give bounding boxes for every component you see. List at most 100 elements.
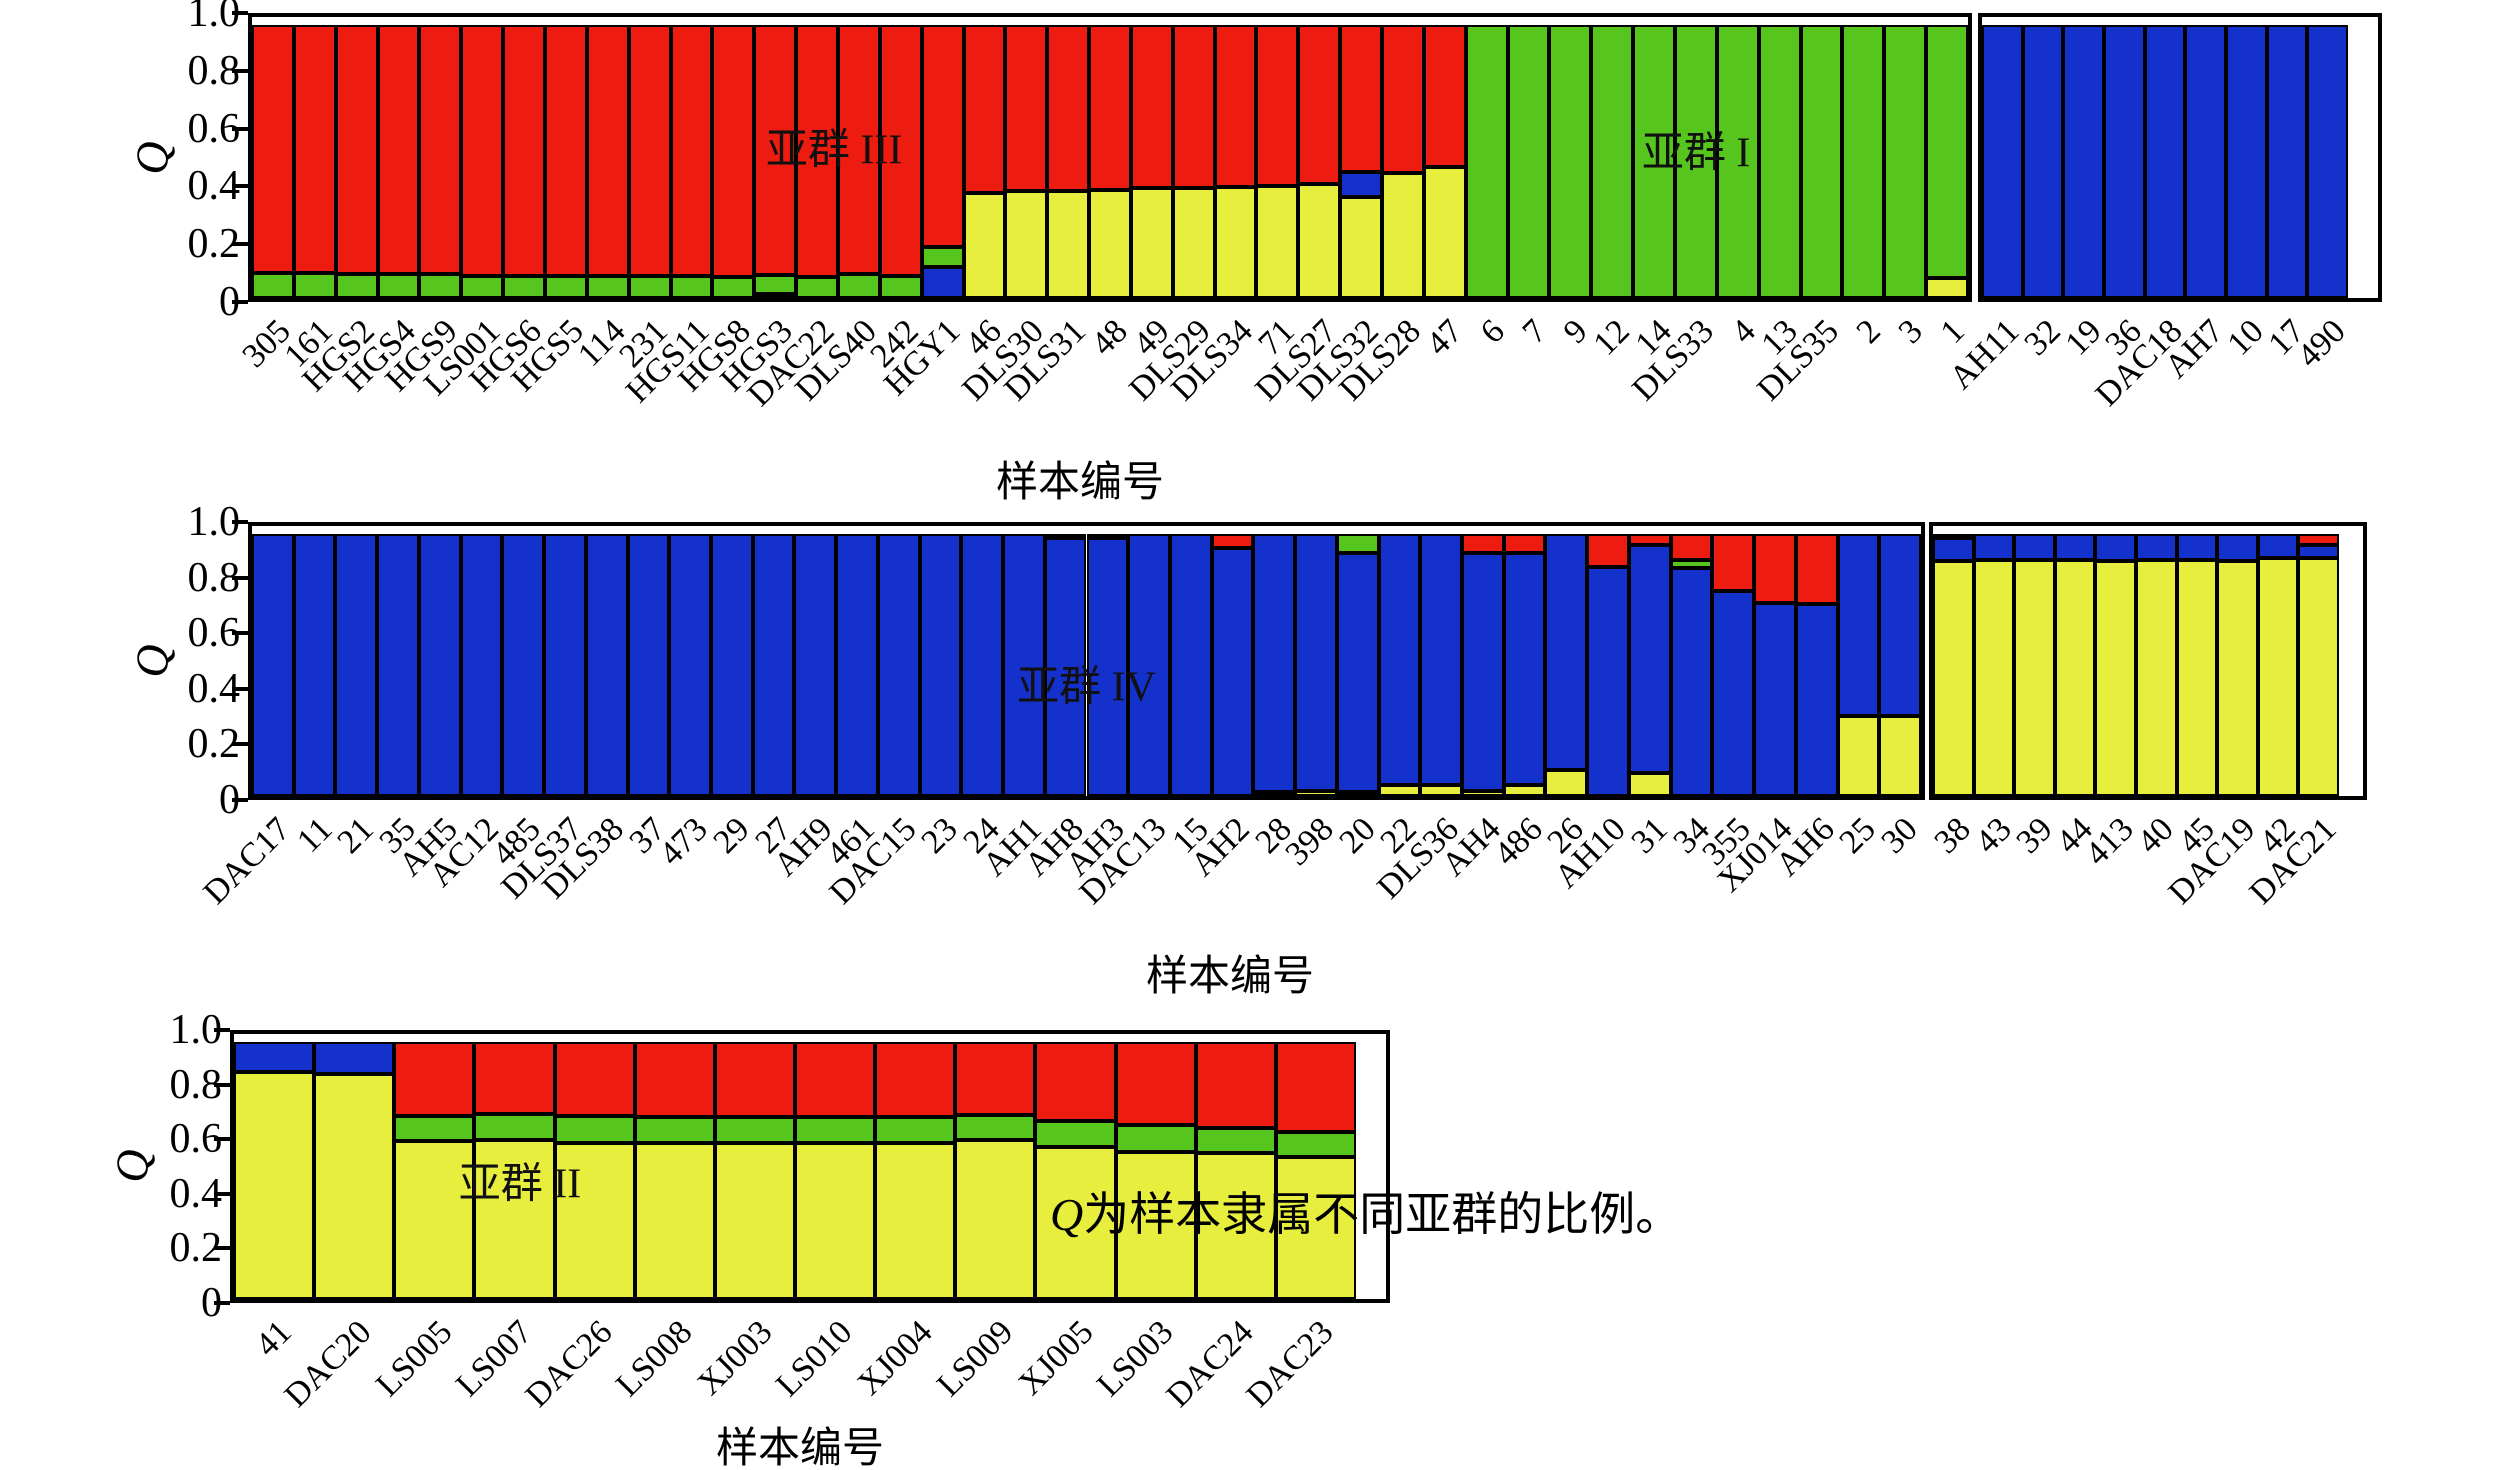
segment-y (1933, 561, 1974, 796)
segment-g (879, 275, 922, 298)
plot-box (1978, 13, 2382, 302)
bar-9 (1549, 25, 1592, 298)
bar-XJ003 (714, 1041, 795, 1299)
segment-r (1130, 25, 1173, 189)
segment-y (474, 1140, 555, 1299)
segment-r (1195, 1041, 1276, 1129)
caption-text: 为样本隶属不同亚群的比例。 (1083, 1189, 1682, 1240)
segment-b (1933, 538, 1974, 562)
bar-DAC19 (2217, 534, 2258, 796)
bar-HGS8 (712, 25, 755, 298)
segment-g (377, 274, 420, 298)
plot-box (1929, 522, 2367, 800)
segment-r (252, 25, 294, 273)
y-tick-label: 0.6 (169, 1116, 223, 1163)
segment-g (1716, 25, 1759, 298)
segment-y (1420, 785, 1463, 796)
bar-AH7 (2185, 25, 2226, 298)
bar-DLS40 (837, 25, 880, 298)
y-tick-mark (232, 184, 248, 189)
plot-box (230, 1030, 1390, 1303)
bar-AH3 (1086, 534, 1129, 796)
segment-b (961, 534, 1004, 796)
bar-LS008 (634, 1041, 715, 1299)
segment-b (2144, 25, 2186, 298)
y-tick-label: 0.4 (187, 665, 241, 712)
x-tick-label-text: DAC23 (1239, 1313, 1341, 1415)
y-tick-label: 1.0 (169, 1007, 223, 1053)
segment-b (1503, 553, 1546, 786)
segment-b (293, 534, 336, 796)
y-tick-mark (232, 11, 248, 15)
y-tick-mark (214, 1191, 230, 1196)
bars-area (1982, 17, 2348, 298)
bar-HGS9 (419, 25, 462, 298)
segment-b (2022, 25, 2064, 298)
segment-b (2307, 25, 2348, 298)
y-tick-label: 1.0 (187, 0, 241, 36)
segment-b (1420, 534, 1463, 786)
segment-g (1591, 25, 1634, 298)
segment-b (2176, 534, 2218, 560)
bar-19 (2063, 25, 2104, 298)
bar-DAC18 (2144, 25, 2186, 298)
segment-b (627, 534, 670, 796)
bar-44 (2054, 534, 2096, 796)
segment-r (963, 25, 1006, 193)
bar-HGS6 (503, 25, 545, 298)
segment-b (1340, 171, 1383, 197)
bar-486 (1503, 534, 1546, 796)
bar-2 (1842, 25, 1885, 298)
bar-LS010 (795, 1041, 876, 1299)
segment-g (1275, 1132, 1356, 1158)
segment-r (503, 25, 545, 276)
bar-DLS34 (1214, 25, 1257, 298)
segment-b (335, 534, 378, 796)
segment-r (955, 1041, 1036, 1115)
y-tick-label: 0.8 (187, 554, 241, 601)
segment-r (1503, 534, 1546, 554)
segment-g (875, 1117, 956, 1143)
segment-b (502, 534, 545, 796)
segment-g (554, 1116, 635, 1143)
bar-XJ014 (1754, 534, 1796, 796)
segment-y (1503, 785, 1546, 796)
segment-r (875, 1041, 956, 1118)
segment-r (712, 25, 755, 277)
x-tick-label-text: XJ005 (1011, 1313, 1101, 1403)
segment-r (754, 25, 797, 275)
segment-r (377, 25, 420, 275)
segment-y (1130, 188, 1173, 298)
bar-13 (1758, 25, 1801, 298)
segment-y (963, 192, 1006, 298)
x-tick-label-text: LS005 (368, 1313, 460, 1404)
segment-b (2136, 534, 2177, 560)
segment-y (314, 1073, 395, 1299)
segment-r (1115, 1041, 1196, 1126)
segment-r (586, 25, 629, 276)
segment-r (795, 1041, 876, 1118)
x-tick-label-text: 7 (1515, 312, 1554, 351)
bar-45 (2176, 534, 2218, 796)
bar-17 (2266, 25, 2308, 298)
bar-LS003 (1115, 1041, 1196, 1299)
segment-b (877, 534, 920, 796)
bar-26 (1545, 534, 1588, 796)
bar-47 (1423, 25, 1466, 298)
x-tick-label-text: 30 (1874, 810, 1925, 861)
bar-12 (1591, 25, 1634, 298)
bar-DLS29 (1172, 25, 1215, 298)
segment-r (1712, 534, 1755, 591)
segment-y (1214, 187, 1257, 298)
segment-g (754, 274, 797, 294)
bar-14 (1633, 25, 1675, 298)
segment-y (2217, 561, 2258, 796)
segment-r (1089, 25, 1131, 190)
segment-g (474, 1113, 555, 1141)
segment-y (1298, 184, 1341, 298)
bar-36 (2104, 25, 2145, 298)
segment-g (634, 1117, 715, 1143)
x-tick-label-text: LS009 (929, 1313, 1021, 1404)
x-tick-label-text: DAC26 (518, 1313, 620, 1415)
segment-y (1035, 1146, 1116, 1299)
